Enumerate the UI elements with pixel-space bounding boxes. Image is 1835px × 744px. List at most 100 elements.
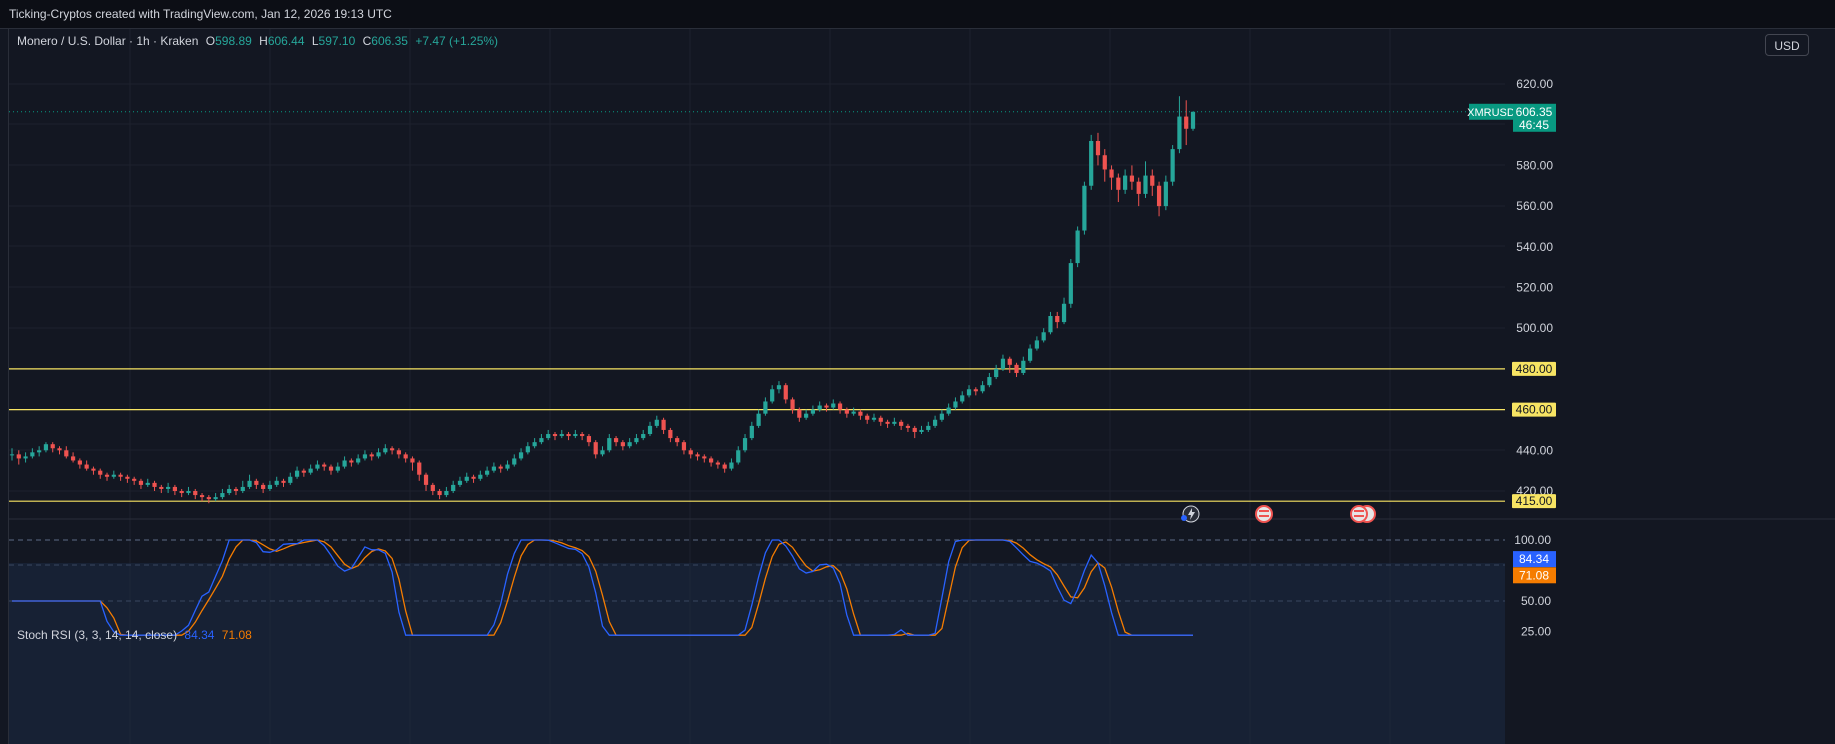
candle-body	[220, 493, 225, 498]
candle	[98, 468, 103, 479]
candle-body	[199, 495, 205, 498]
candle-body	[281, 480, 286, 483]
candle-body	[1041, 332, 1046, 341]
candle	[932, 415, 938, 428]
candle	[695, 452, 700, 461]
candle-body	[1007, 358, 1012, 365]
flag-stripe-icon	[1259, 515, 1269, 517]
candle-body	[1034, 340, 1039, 349]
candle-body	[383, 448, 388, 453]
candle	[315, 460, 320, 471]
stoch-k-value: 84.34	[184, 628, 215, 642]
us-flag-event-icon[interactable]	[1350, 505, 1368, 523]
currency-button[interactable]: USD	[1765, 34, 1809, 56]
candle	[1082, 181, 1087, 235]
candle	[186, 486, 191, 496]
level-tag-label: 415.00	[1516, 494, 1553, 508]
candle	[485, 466, 490, 477]
candle	[50, 442, 55, 453]
candle-body	[1095, 140, 1101, 156]
candle-body	[865, 415, 870, 420]
candle	[233, 486, 239, 496]
candle	[641, 429, 646, 441]
candle-body	[661, 419, 666, 430]
price-tick-label: 440.00	[1516, 443, 1553, 457]
candle-body	[498, 466, 503, 469]
candle-body	[919, 429, 924, 432]
candle-body	[831, 403, 836, 408]
candle-body	[580, 434, 585, 437]
candle-body	[315, 464, 320, 469]
candle-body	[1014, 364, 1019, 373]
candle	[505, 460, 510, 471]
level-tag-460.00	[1512, 402, 1556, 417]
candle	[776, 381, 782, 394]
candle	[1027, 344, 1033, 363]
candle	[166, 482, 171, 494]
candle	[281, 478, 286, 487]
candle-body	[186, 491, 191, 494]
high-label: H	[259, 34, 268, 48]
candle-body	[980, 385, 985, 392]
header-bar: Ticking-Cryptos created with TradingView…	[0, 0, 1835, 29]
candle-body	[179, 491, 184, 494]
candle	[837, 401, 843, 414]
candle	[559, 429, 564, 439]
stoch-axis[interactable]: 100.00 50.00 25.00	[1514, 533, 1551, 639]
candle-body	[770, 389, 775, 402]
us-flag-event-icon[interactable]	[1255, 505, 1273, 523]
candle	[804, 409, 809, 420]
candle	[1123, 169, 1128, 194]
candle	[607, 434, 612, 453]
candle-body	[430, 484, 435, 491]
event-markers[interactable]	[1181, 505, 1376, 523]
stoch-legend[interactable]: Stoch RSI (3, 3, 14, 14, close) 84.34 71…	[17, 628, 252, 642]
candle-body	[145, 482, 150, 485]
candle-body	[783, 385, 788, 400]
symbol-legend[interactable]: Monero / U.S. Dollar · 1h · Kraken O598.…	[17, 34, 498, 48]
candle-body	[1068, 263, 1073, 304]
last-price-tag-value: 606.35	[1516, 105, 1553, 119]
candle	[899, 419, 904, 430]
stoch-k-tag-value: 84.34	[1519, 552, 1549, 566]
high-value: 606.44	[267, 34, 305, 48]
price-tick-label: 500.00	[1516, 321, 1553, 335]
candle-body	[389, 448, 395, 451]
candle	[790, 397, 795, 414]
candle	[783, 383, 788, 404]
candle-body	[776, 385, 782, 390]
candle-body	[1055, 315, 1060, 323]
candle	[118, 472, 123, 481]
candle-body	[254, 480, 259, 485]
candle-body	[274, 480, 279, 485]
candle-body	[23, 456, 28, 459]
candle	[430, 482, 435, 496]
candle	[1190, 111, 1196, 131]
flag-stripe-icon	[1354, 510, 1364, 512]
event-dot-icon	[1181, 515, 1187, 521]
lightning-glyph-icon	[1188, 508, 1195, 520]
candle-body	[30, 452, 35, 457]
candle	[953, 397, 958, 410]
candle	[518, 448, 524, 461]
candle-body	[396, 450, 401, 455]
candle	[729, 458, 734, 471]
price-tick-label: 540.00	[1516, 240, 1553, 254]
candle-body	[213, 497, 218, 500]
price-axis[interactable]: 620.00 580.00 560.00 540.00 520.00 500.00 440.…	[1516, 77, 1553, 498]
candle	[668, 427, 673, 443]
candle-body	[1109, 169, 1114, 178]
candle-body	[444, 491, 449, 496]
candle-body	[715, 462, 720, 465]
candle-body	[1136, 181, 1141, 194]
candle	[57, 446, 62, 455]
candle-body	[43, 444, 49, 451]
candle	[824, 403, 829, 412]
candle-body	[84, 464, 89, 469]
candle	[423, 472, 429, 491]
candle	[349, 458, 354, 467]
candle-body	[960, 395, 965, 402]
flag-stripe-icon	[1354, 515, 1364, 517]
candle	[362, 450, 368, 461]
